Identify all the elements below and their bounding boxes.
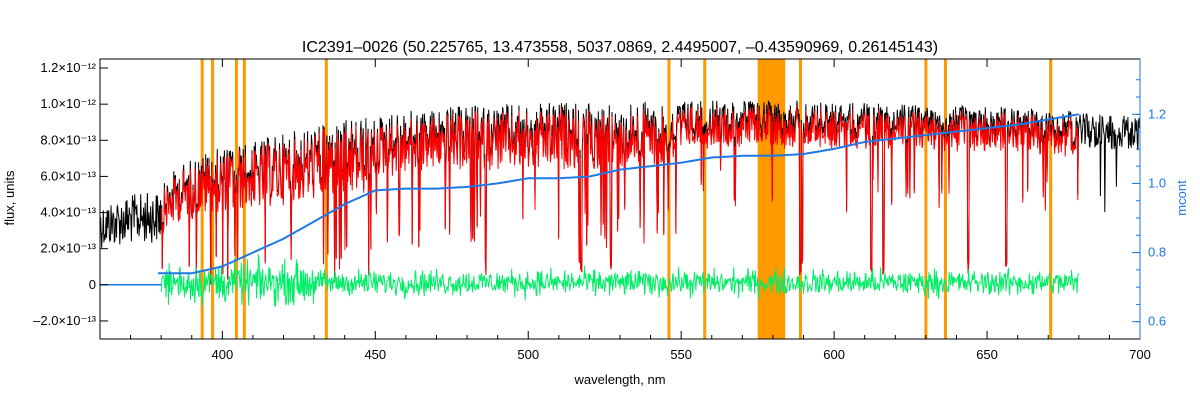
model-spectrum-layer bbox=[161, 104, 1079, 285]
highlight-line-2 bbox=[234, 59, 238, 339]
y2-tick-label-1: 0.8 bbox=[1148, 245, 1166, 260]
highlight-line-10 bbox=[1049, 59, 1053, 339]
residuals-layer bbox=[160, 254, 1079, 307]
y-axis-left: 1.2×10⁻¹² 1.0×10⁻¹² 8.0×10⁻¹³ 6.0×10⁻¹³ 4.0×… bbox=[33, 60, 108, 328]
y2-tick-label-0: 0.6 bbox=[1148, 314, 1166, 329]
x-tick-label-4: 600 bbox=[823, 347, 845, 362]
x-tick-label-6: 700 bbox=[1129, 347, 1151, 362]
highlight-line-6 bbox=[703, 59, 707, 339]
highlight-line-7 bbox=[798, 59, 802, 339]
y2-tick-label-2: 1.0 bbox=[1148, 175, 1166, 190]
plot-frame bbox=[99, 58, 1141, 340]
y-tick-label-2: 8.0×10⁻¹³ bbox=[40, 132, 96, 147]
x-tick-label-2: 500 bbox=[517, 347, 539, 362]
highlight-line-9 bbox=[943, 59, 947, 339]
y-tick-label-3: 6.0×10⁻¹³ bbox=[40, 168, 96, 183]
continuum-layer bbox=[158, 113, 1079, 275]
continuum-line bbox=[158, 113, 1079, 275]
model-spectrum-line bbox=[161, 104, 1079, 285]
y-axis-right: 0.6 0.8 1.0 1.2 bbox=[1132, 59, 1166, 339]
y-tick-label-5: 2.0×10⁻¹³ bbox=[40, 241, 96, 256]
highlight-band bbox=[757, 59, 786, 339]
x-tick-label-1: 450 bbox=[364, 347, 386, 362]
highlight-line-8 bbox=[924, 59, 928, 339]
y2-tick-label-3: 1.2 bbox=[1148, 106, 1166, 121]
x-axis-label: wavelength, nm bbox=[573, 372, 665, 387]
chart-title: IC2391–0026 (50.225765, 13.473558, 5037.… bbox=[302, 39, 938, 56]
x-axis: 400 450 500 550 600 650 700 bbox=[130, 59, 1151, 362]
highlight-line-3 bbox=[242, 59, 246, 339]
y-tick-label-6: 0 bbox=[89, 277, 96, 292]
y-tick-label-7: –2.0×10⁻¹³ bbox=[33, 313, 97, 328]
x-tick-label-0: 400 bbox=[212, 347, 234, 362]
highlight-line-4 bbox=[324, 59, 328, 339]
y-tick-label-1: 1.0×10⁻¹² bbox=[40, 96, 96, 111]
y-axis-label: flux, units bbox=[2, 170, 17, 225]
y-axis-right-label: mcont bbox=[1174, 180, 1189, 216]
y-tick-label-0: 1.2×10⁻¹² bbox=[40, 60, 96, 75]
x-tick-label-5: 650 bbox=[976, 347, 998, 362]
y-tick-label-4: 4.0×10⁻¹³ bbox=[40, 205, 96, 220]
residuals-line bbox=[160, 254, 1079, 307]
highlight-line-5 bbox=[667, 59, 671, 339]
x-tick-label-3: 550 bbox=[670, 347, 692, 362]
